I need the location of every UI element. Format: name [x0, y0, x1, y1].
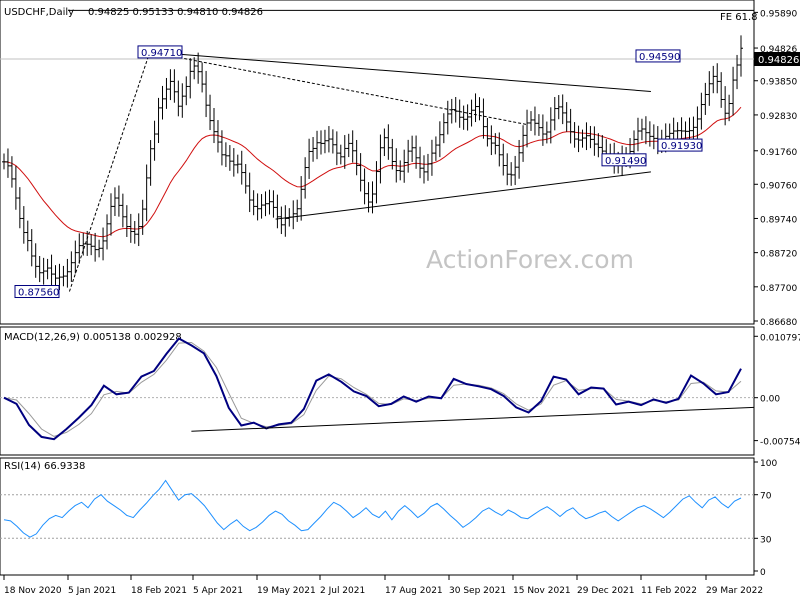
x-tick-label: 17 Aug 2021 — [385, 586, 443, 596]
price-tick-label: 0.93850 — [760, 78, 797, 88]
symbol-label: USDCHF,Daily — [4, 7, 74, 18]
macd-title: MACD(12,26,9) 0.005138 0.002928 — [4, 332, 182, 343]
x-tick-label: 2 Jul 2021 — [320, 586, 365, 596]
macd-tick-label: 0.010797 — [760, 333, 800, 343]
level-label-value: 0.94590 — [639, 52, 680, 63]
price-tick-label: 0.87700 — [760, 284, 797, 294]
x-tick-label: 15 Nov 2021 — [513, 586, 571, 596]
price-tick-label: 0.86680 — [760, 318, 797, 328]
x-tick-label: 5 Jan 2021 — [68, 586, 116, 596]
rsi-title: RSI(14) 66.9338 — [4, 461, 85, 472]
x-tick-label: 29 Dec 2021 — [577, 586, 635, 596]
watermark-text: ActionForex.com — [426, 245, 634, 274]
price-tick-label: 0.90760 — [760, 181, 797, 191]
x-tick-label: 29 Mar 2022 — [706, 586, 763, 596]
rsi-tick-label: 70 — [760, 492, 772, 502]
level-label-value: 0.91490 — [605, 156, 646, 167]
macd-tick-label: -0.007548 — [760, 438, 800, 448]
price-tick-label: 0.91760 — [760, 148, 797, 158]
level-label-value: 0.87560 — [18, 288, 59, 299]
x-tick-label: 11 Feb 2022 — [641, 586, 697, 596]
price-tick-label: 0.89740 — [760, 215, 797, 225]
x-tick-label: 30 Sep 2021 — [449, 586, 506, 596]
price-tick-label: 0.95890 — [760, 9, 797, 19]
rsi-tick-label: 100 — [760, 459, 777, 469]
x-tick-label: 19 May 2021 — [257, 586, 316, 596]
current-price-value: 0.94826 — [758, 55, 799, 66]
x-tick-label: 5 Apr 2021 — [193, 586, 243, 596]
ohlc-values: 0.94825 0.95133 0.94810 0.94826 — [88, 7, 263, 18]
level-label-value: 0.91930 — [661, 141, 702, 152]
price-tick-label: 0.88720 — [760, 250, 797, 260]
level-label-value: 0.94710 — [141, 48, 182, 59]
rsi-tick-label: 0 — [760, 568, 766, 578]
x-tick-label: 18 Nov 2020 — [4, 586, 62, 596]
rsi-tick-label: 30 — [760, 535, 772, 545]
macd-tick-label: 0.00 — [760, 395, 780, 405]
price-tick-label: 0.92830 — [760, 112, 797, 122]
x-tick-label: 18 Feb 2021 — [131, 586, 187, 596]
fe-level-label: FE 61.8 — [720, 12, 758, 23]
